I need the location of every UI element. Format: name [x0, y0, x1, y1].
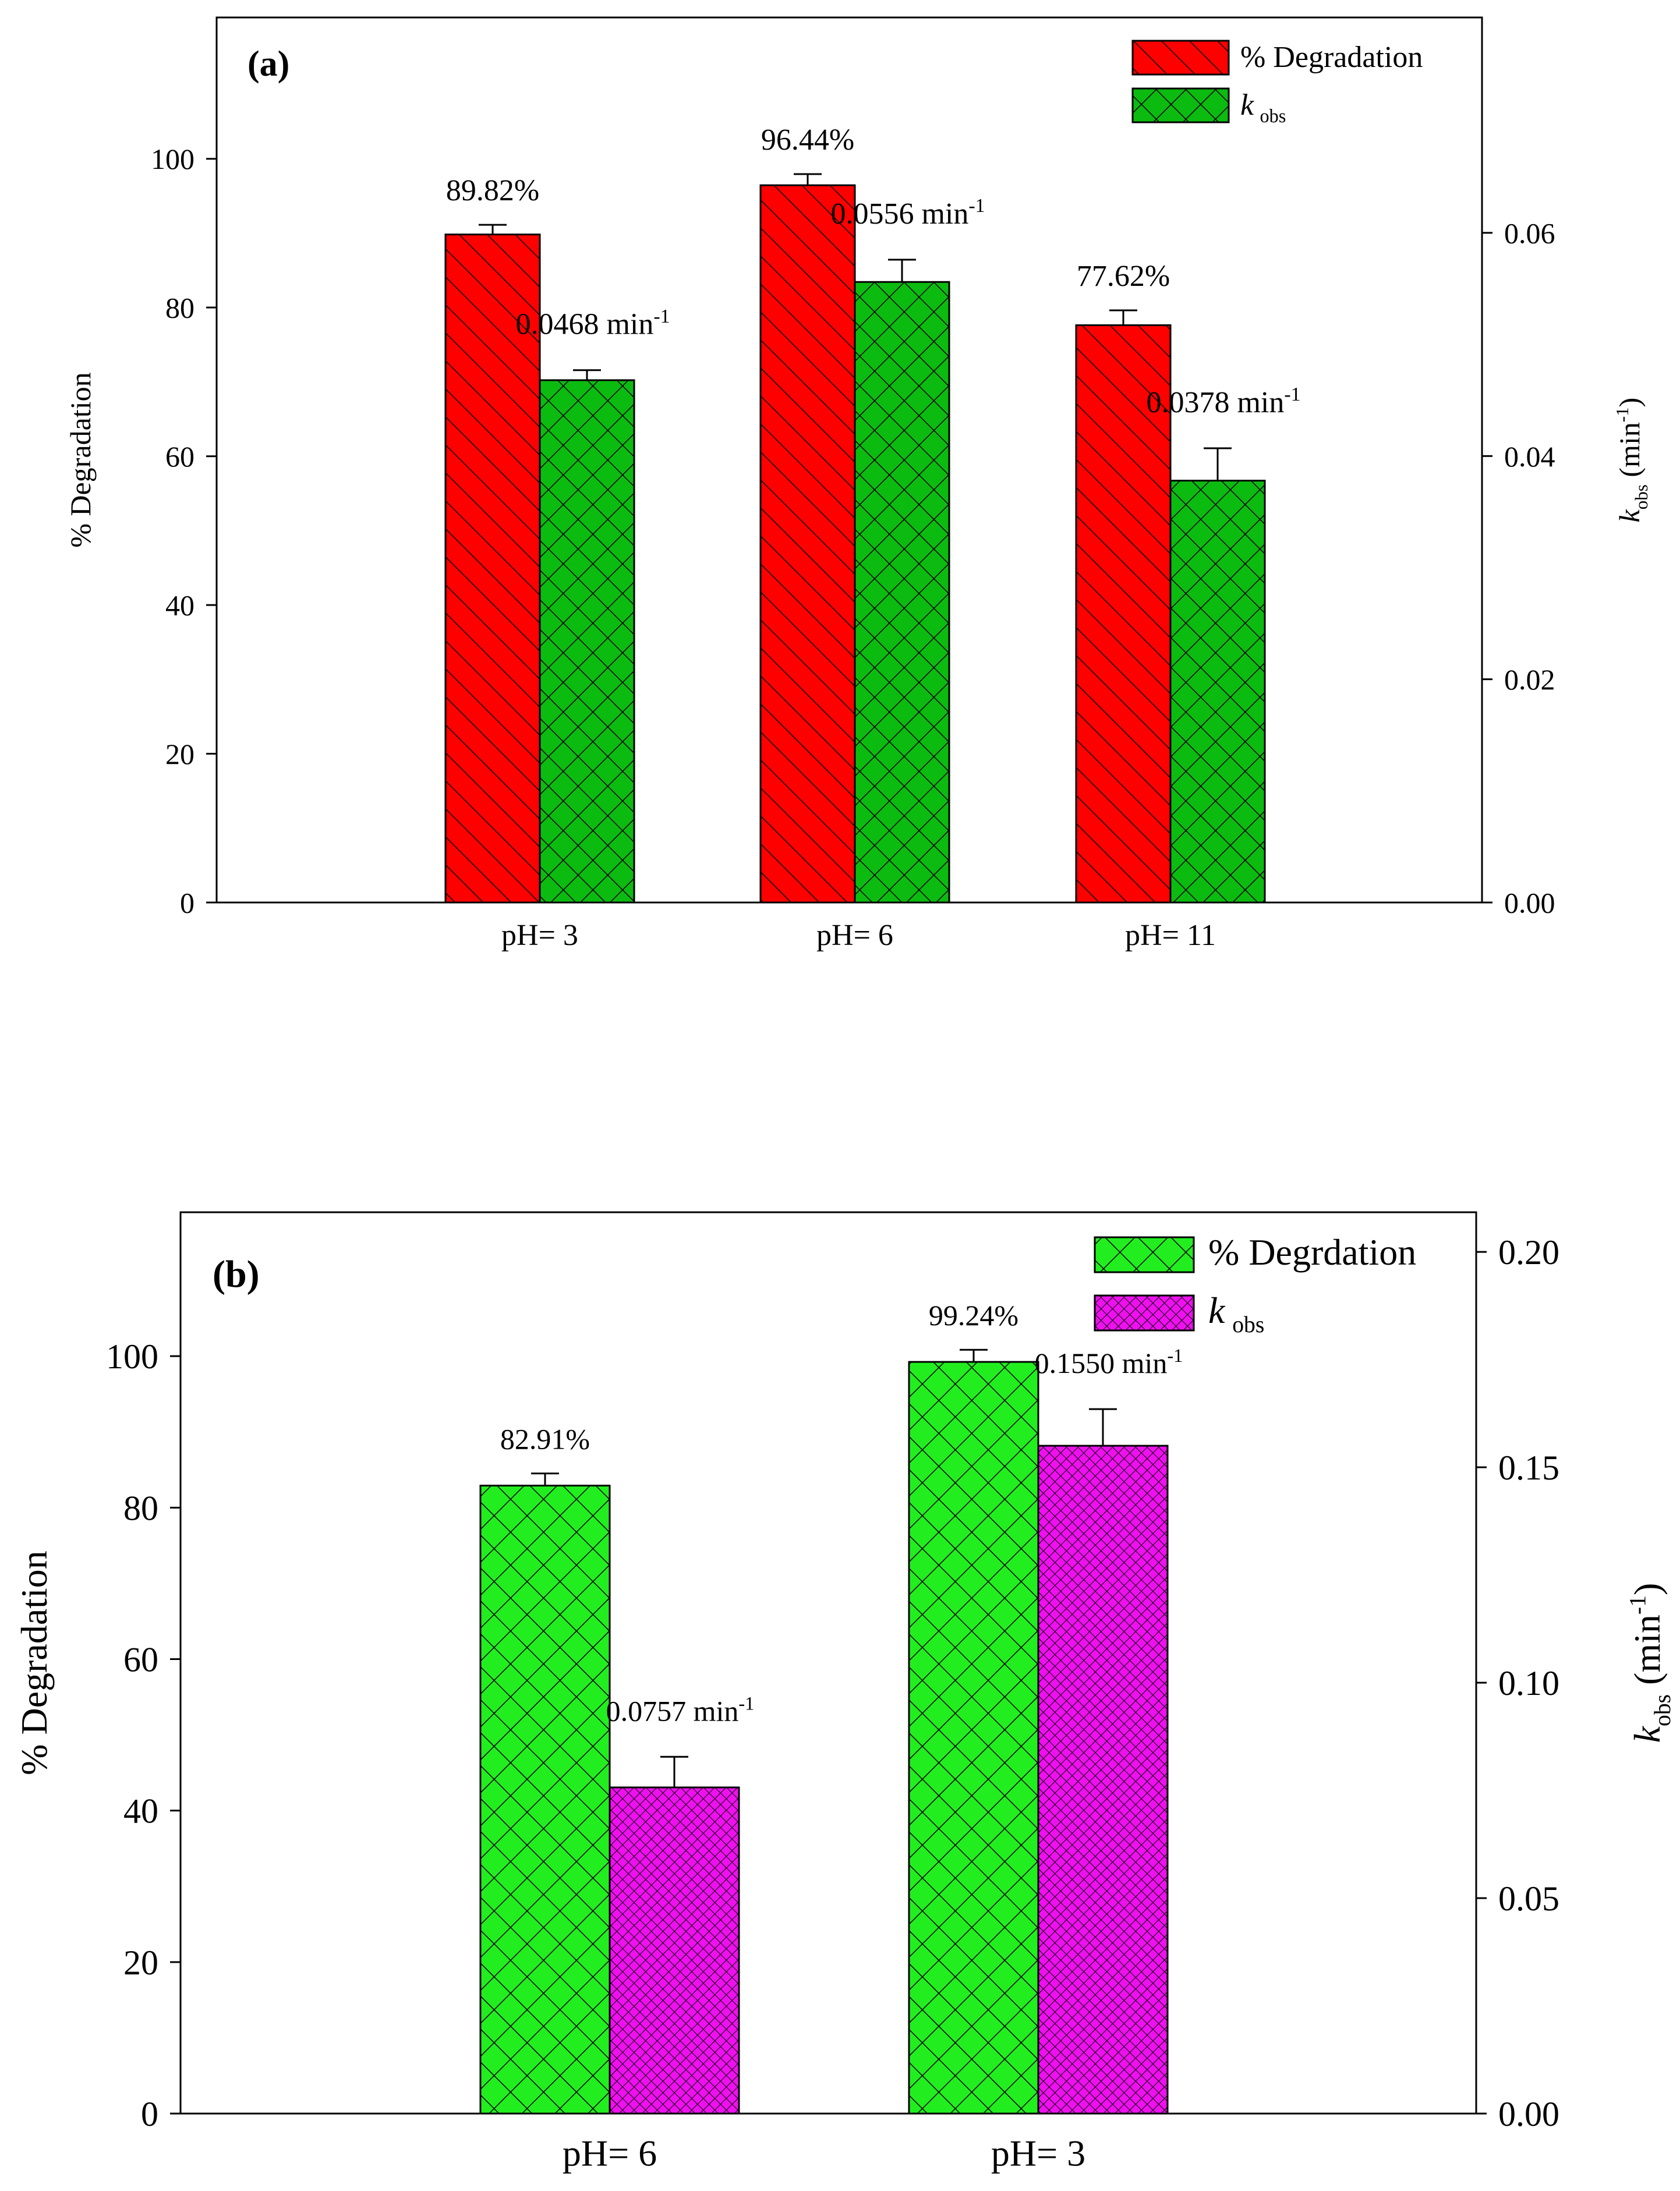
legend-label: % Degradation — [1240, 41, 1423, 74]
legend-swatch-degradation — [1094, 1236, 1195, 1273]
data-label-degradation: 82.91% — [500, 1423, 590, 1456]
bar-kobs — [609, 1786, 740, 2115]
left-axis-tick-label: 80 — [123, 1489, 158, 1527]
left-axis-tick-label: 0 — [141, 2095, 158, 2133]
legend-label-k: k — [1208, 1290, 1226, 1331]
right-axis-title-sup: -1 — [1612, 407, 1632, 422]
left-axis-tick-label: 80 — [165, 292, 194, 324]
panel-label: (b) — [213, 1253, 260, 1296]
data-label-kobs-value: 0.0378 min — [1146, 386, 1284, 419]
right-axis-title-sub: obs — [1650, 1694, 1675, 1726]
data-label-kobs-sup: -1 — [738, 1693, 754, 1714]
category-label: pH= 6 — [816, 919, 893, 952]
legend-swatch-kobs — [1131, 87, 1230, 123]
data-label-kobs-value: 0.0556 min — [830, 197, 968, 231]
data-label-kobs-value: 0.0757 min — [606, 1694, 739, 1727]
bar-degradation — [908, 1361, 1039, 2115]
right-axis-title: kobs (min-1) — [1612, 398, 1651, 523]
legend-label-sub: obs — [1232, 1312, 1264, 1337]
panel-label: (a) — [247, 44, 289, 84]
category-label: pH= 3 — [991, 2133, 1085, 2174]
category-label: pH= 6 — [563, 2133, 657, 2174]
right-axis-title-k: k — [1613, 509, 1646, 522]
right-axis-tick-label: 0.10 — [1498, 1664, 1559, 1702]
data-label-kobs: 0.0378 min-1 — [1146, 384, 1300, 419]
right-axis-tick-label: 0.05 — [1498, 1879, 1559, 1918]
right-axis-tick-label: 0.20 — [1498, 1233, 1559, 1272]
data-label-kobs-sup: -1 — [1284, 384, 1300, 405]
bar-kobs — [539, 379, 635, 904]
data-label-kobs: 0.0468 min-1 — [515, 306, 670, 341]
legend-swatch-kobs — [1094, 1294, 1195, 1332]
bar-degradation — [1075, 324, 1172, 904]
right-axis-title-close: ) — [1613, 398, 1646, 408]
right-axis-title-sub: obs — [1631, 484, 1651, 509]
right-axis-title-sup: -1 — [1625, 1595, 1651, 1615]
right-axis-tick-label: 0.02 — [1504, 663, 1555, 696]
legend-label: k obs — [1208, 1290, 1264, 1337]
right-axis-title-unit: (min — [1626, 1615, 1668, 1685]
right-axis-title-close: ) — [1626, 1583, 1668, 1595]
legend: % Degradation k obs — [1131, 40, 1423, 126]
left-axis-tick-label: 100 — [151, 143, 194, 175]
left-axis-tick-label: 20 — [165, 738, 194, 770]
left-axis-title: % Degradation — [13, 1551, 55, 1775]
data-label-kobs: 0.1550 min-1 — [1035, 1346, 1183, 1379]
legend-label-degradation: % Degrdation — [1208, 1231, 1416, 1273]
right-axis-tick-label: 0.06 — [1504, 217, 1555, 249]
legend-label-k: k — [1240, 89, 1254, 122]
right-axis-tick-label: 0.00 — [1498, 2095, 1559, 2133]
category-label: pH= 3 — [501, 919, 578, 952]
data-label-kobs: 0.0556 min-1 — [830, 195, 985, 231]
left-axis-tick-label: 40 — [165, 589, 194, 622]
left-axis-tick-label: 100 — [106, 1337, 158, 1376]
left-axis-tick-label: 60 — [123, 1640, 158, 1679]
data-label-kobs-sup: -1 — [653, 306, 670, 327]
data-label-degradation: 89.82% — [446, 174, 539, 207]
data-label-kobs-value: 0.1550 min — [1035, 1347, 1168, 1379]
data-label-degradation: 77.62% — [1077, 260, 1170, 293]
legend: % Degrdation k obs — [1094, 1231, 1416, 1337]
legend-label-sub: obs — [1260, 105, 1286, 126]
plot-frame — [179, 1211, 1477, 2115]
legend-swatch-degradation — [1131, 40, 1230, 76]
left-axis-title: % Degradation — [64, 372, 97, 547]
data-label-kobs: 0.0757 min-1 — [606, 1693, 755, 1727]
right-axis-tick-label: 0.00 — [1504, 887, 1555, 919]
bar-kobs — [854, 281, 950, 904]
legend-label-degradation: % Degradation — [1240, 41, 1423, 74]
legend-label: k obs — [1240, 89, 1286, 126]
right-axis-tick-label: 0.15 — [1498, 1449, 1559, 1487]
bar-degradation — [759, 184, 856, 904]
data-label-degradation: 99.24% — [929, 1299, 1018, 1332]
bar-degradation — [444, 233, 541, 904]
panel-b: 0 20 40 60 80 100 0.00 0.05 0.10 0.15 0.20 % Degrad… — [13, 1211, 1675, 2174]
right-axis-title-unit: (min — [1613, 422, 1646, 477]
panel-a: 0 20 40 60 80 100 0.00 0.02 0.04 0.06 % Degradatio… — [64, 16, 1651, 952]
left-axis-tick-label: 40 — [123, 1792, 158, 1831]
data-label-kobs-sup: -1 — [1167, 1346, 1183, 1367]
left-axis-tick-label: 0 — [180, 887, 194, 919]
data-label-kobs-value: 0.0468 min — [515, 308, 653, 341]
data-label-degradation: 96.44% — [761, 123, 854, 157]
left-axis-tick-label: 60 — [165, 440, 194, 473]
right-axis-tick-label: 0.04 — [1504, 440, 1555, 473]
data-label-kobs-sup: -1 — [968, 195, 985, 217]
bar-degradation — [479, 1484, 611, 2115]
category-label: pH= 11 — [1125, 919, 1216, 952]
legend-label: % Degrdation — [1208, 1231, 1416, 1273]
right-axis-title: kobs (min-1) — [1625, 1583, 1675, 1743]
bar-kobs — [1037, 1445, 1169, 2115]
left-axis-tick-label: 20 — [123, 1944, 158, 1982]
right-axis-title-k: k — [1626, 1725, 1668, 1743]
bar-kobs — [1169, 479, 1266, 904]
